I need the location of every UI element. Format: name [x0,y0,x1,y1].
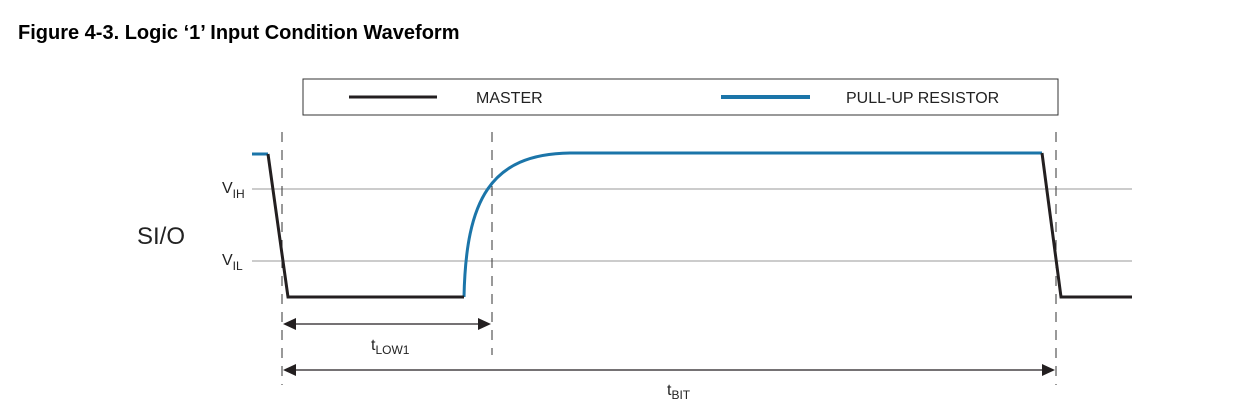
master-next-bit [1040,152,1132,299]
tlow1-arrowhead-left [283,318,296,330]
vil-label: VIL [222,252,243,273]
tbit-arrowhead-right [1042,364,1055,376]
master-waveform [266,152,1132,299]
pullup-waveform [252,151,1042,298]
tlow1-label: tLOW1 [371,337,410,357]
figure-title: Figure 4-3. Logic ‘1’ Input Condition Wa… [18,22,460,44]
pullup-rise-curve [462,151,1042,298]
tbit-arrowhead-left [283,364,296,376]
tlow1-arrowhead-right [478,318,491,330]
tbit-dimension: tBIT [283,364,1055,402]
tbit-label: tBIT [667,382,691,402]
signal-label: SI/O [137,223,185,250]
legend: MASTER PULL-UP RESISTOR [302,78,1059,116]
legend-master-label: MASTER [476,90,543,107]
vih-label: VIH [222,180,245,201]
tlow1-dimension: tLOW1 [283,318,491,357]
legend-pullup-label: PULL-UP RESISTOR [846,90,999,107]
master-pull-low [266,153,464,299]
